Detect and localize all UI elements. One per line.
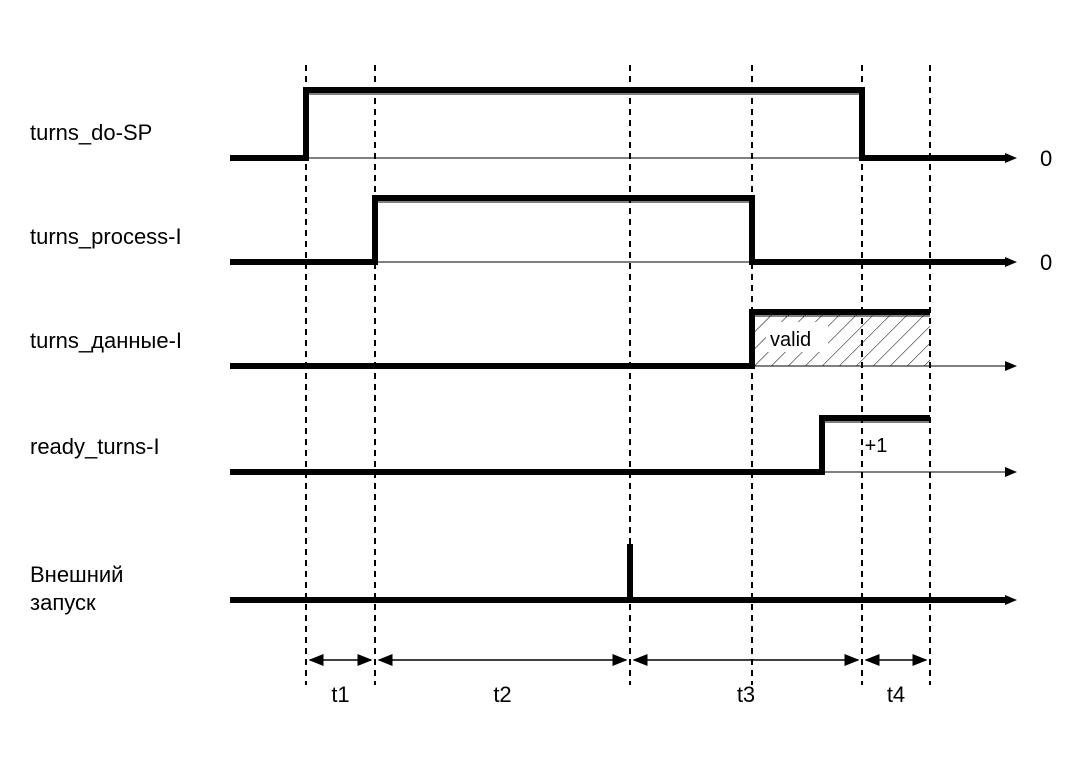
- interval-label-t3: t3: [737, 682, 755, 707]
- signal-label-turns_do-SP: turns_do-SP: [30, 120, 152, 145]
- signal-label-ready_turns-I: ready_turns-I: [30, 434, 160, 459]
- waveform-turns_do-SP: [230, 90, 1005, 158]
- waveform-ready_turns-I: [230, 418, 930, 472]
- box-text-turns_data-I: valid: [770, 329, 811, 351]
- signal-label-turns_data-I: turns_данные-I: [30, 328, 182, 353]
- interval-label-t1: t1: [331, 682, 349, 707]
- signal-label-turns_process-I: turns_process-I: [30, 224, 182, 249]
- waveform-turns_process-I: [230, 198, 1005, 262]
- interval-label-t4: t4: [887, 682, 905, 707]
- interval-label-t2: t2: [493, 682, 511, 707]
- right-text-turns_process-I: 0: [1040, 250, 1052, 275]
- signal-label-external-trigger: Внешнийзапуск: [30, 562, 123, 615]
- box-text-ready_turns-I: +1: [865, 435, 888, 457]
- timing-diagram: turns_do-SP 0 turns_process-I 0 turns_данные…: [0, 0, 1080, 770]
- right-text-turns_do-SP: 0: [1040, 146, 1052, 171]
